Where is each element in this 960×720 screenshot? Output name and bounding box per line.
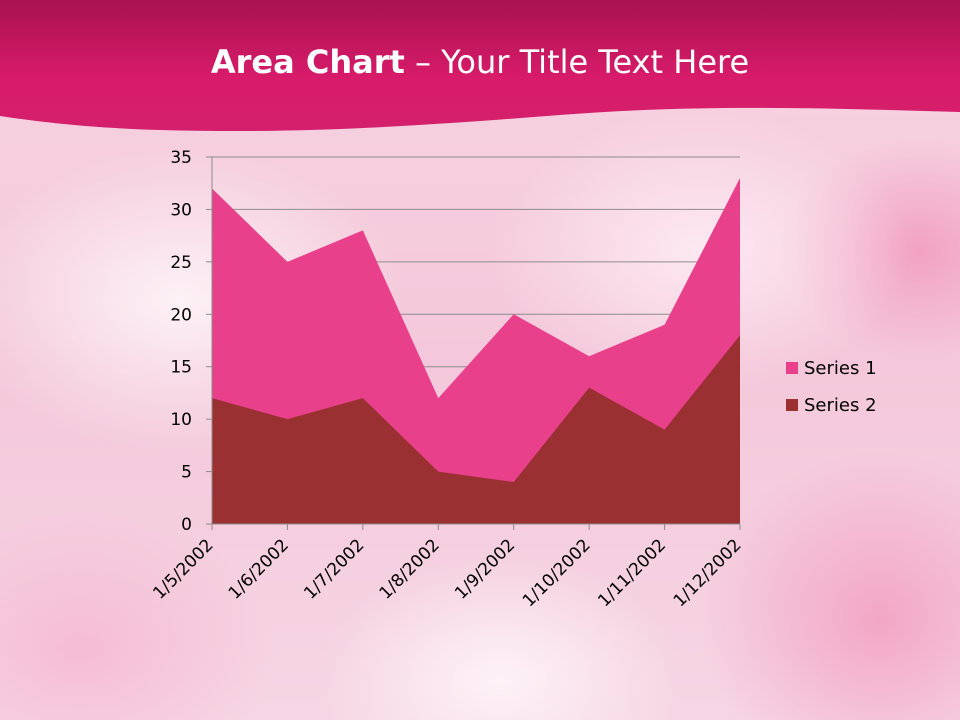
legend-swatch-series-1 [786,362,798,374]
x-tick-label: 1/8/2002 [376,535,444,603]
x-tick-label: 1/6/2002 [225,535,293,603]
legend-label-series-1: Series 1 [804,358,877,379]
slide-title: Area Chart – Your Title Text Here [0,40,960,84]
header-band [0,0,960,132]
series-2-area [212,335,740,524]
slide-title-rest: – Your Title Text Here [404,43,750,81]
y-tick-label: 20 [170,305,192,325]
x-tick-label: 1/9/2002 [451,535,519,603]
x-tick-label: 1/7/2002 [300,535,368,603]
slide-title-bold: Area Chart [210,43,405,81]
legend-swatch-series-2 [786,399,798,411]
x-tick-label: 1/11/2002 [594,535,670,611]
x-tick-label: 1/10/2002 [519,535,595,611]
y-tick-label: 0 [181,515,192,535]
y-tick-label: 5 [181,463,192,483]
legend: Series 1 Series 2 [786,358,877,416]
y-tick-label: 25 [170,253,192,273]
x-tick-label: 1/5/2002 [149,535,217,603]
area-series [212,177,740,524]
y-tick-label: 10 [170,410,192,430]
y-tick-label: 15 [170,358,192,378]
y-tick-label: 35 [170,148,192,168]
y-tick-label: 30 [170,200,192,220]
x-tick-label: 1/12/2002 [670,535,746,611]
legend-label-series-2: Series 2 [804,395,877,416]
